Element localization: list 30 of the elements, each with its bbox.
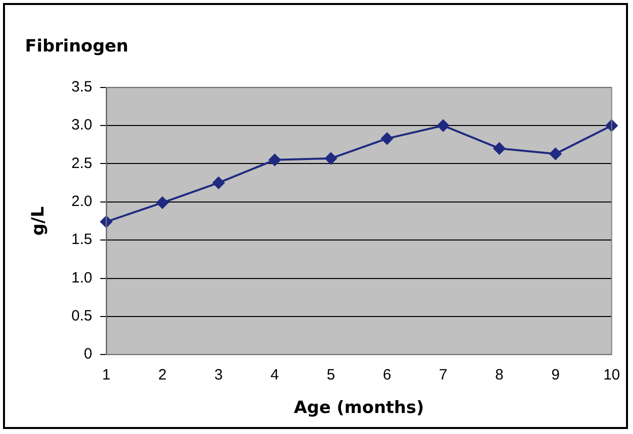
- x-axis-title: Age (months): [294, 398, 424, 418]
- x-tick-label: 9: [551, 366, 560, 384]
- x-tick-label: 2: [158, 366, 167, 384]
- x-tick-label: 1: [102, 366, 110, 384]
- point: [437, 120, 450, 132]
- x-tick-label: 8: [495, 366, 504, 384]
- y-tick-label: 2.0: [71, 193, 92, 210]
- x-tick-label: 3: [214, 366, 223, 384]
- y-tick-label: 1.5: [71, 231, 92, 248]
- x-tick-label: 4: [270, 366, 279, 384]
- y-tick-label: 0: [84, 346, 92, 363]
- x-tick-label: 6: [382, 366, 392, 384]
- x-tick-label: 5: [326, 366, 336, 384]
- point: [212, 176, 225, 189]
- y-tick-label: 3.0: [71, 116, 92, 134]
- chart-title: Fibrinogen: [25, 36, 128, 57]
- point: [381, 132, 394, 145]
- point: [268, 154, 281, 166]
- y-axis-title: g/L: [28, 206, 49, 236]
- point: [493, 142, 506, 154]
- x-tick-label: 10: [603, 366, 620, 384]
- y-tick-label: 1.0: [71, 269, 92, 286]
- x-tick-label: 7: [439, 366, 448, 384]
- point: [606, 120, 618, 132]
- point: [550, 148, 562, 160]
- point: [156, 196, 168, 209]
- y-tick-label: 2.5: [71, 154, 92, 172]
- y-tick-label: 0.5: [71, 308, 92, 325]
- y-tick-label: 3.5: [71, 78, 92, 96]
- point: [324, 152, 337, 164]
